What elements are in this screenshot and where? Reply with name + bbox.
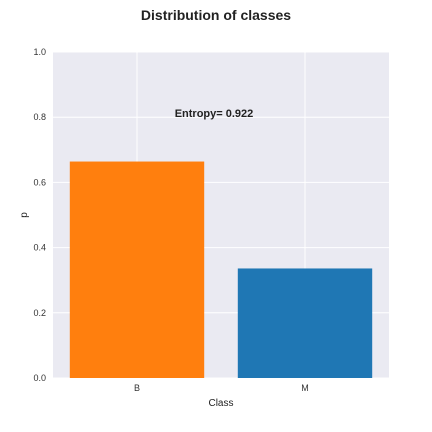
bar-m [237,268,373,378]
chart-title: Distribution of classes [141,7,291,23]
x-tick-label: B [134,383,140,393]
y-axis-ticks: 0.0 0.2 0.4 0.6 0.8 1.0 [33,47,46,383]
x-tick-label: M [301,383,309,393]
entropy-annotation: Entropy= 0.922 [175,108,254,120]
y-tick-label: 0.2 [33,308,46,318]
y-tick-label: 0.0 [33,373,46,383]
bar-b [69,161,205,378]
x-axis-label: Class [208,398,233,409]
y-axis-label: p [19,212,30,218]
y-tick-label: 0.4 [33,243,46,253]
bars [69,161,373,378]
y-tick-label: 1.0 [33,47,46,57]
y-tick-label: 0.8 [33,112,46,122]
y-tick-label: 0.6 [33,177,46,187]
